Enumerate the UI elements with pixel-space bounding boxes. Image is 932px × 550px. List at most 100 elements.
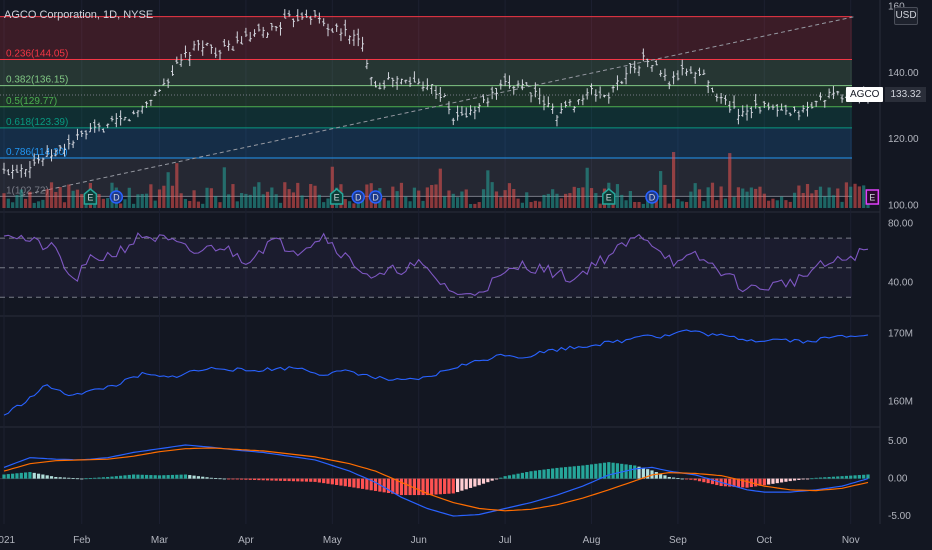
volume-bar bbox=[551, 189, 555, 208]
volume-bar bbox=[464, 189, 468, 208]
macd-histogram-bar bbox=[589, 464, 594, 479]
macd-histogram-bar bbox=[24, 472, 28, 479]
volume-bar bbox=[589, 188, 594, 208]
volume-bar bbox=[365, 184, 369, 208]
macd-histogram-bar bbox=[157, 475, 162, 479]
volume-bar bbox=[853, 183, 857, 208]
event-marker-label: D bbox=[355, 193, 362, 203]
macd-histogram-bar bbox=[322, 478, 326, 484]
macd-histogram-bar bbox=[849, 475, 853, 479]
dividend-marker[interactable] bbox=[109, 190, 124, 204]
volume-bar bbox=[633, 201, 637, 208]
macd-histogram-bar bbox=[430, 478, 434, 495]
macd-histogram-bar bbox=[231, 478, 235, 480]
macd-histogram-bar bbox=[296, 478, 300, 482]
macd-histogram-bar bbox=[797, 478, 801, 480]
volume-bar bbox=[214, 196, 218, 208]
event-marker-label: D bbox=[372, 193, 379, 203]
volume-bar bbox=[240, 193, 244, 208]
volume-bar bbox=[641, 203, 645, 208]
price-tick-label: 120.00 bbox=[888, 134, 919, 145]
volume-bar bbox=[75, 189, 80, 208]
macd-histogram-bar bbox=[356, 478, 360, 489]
obv-tick-label: 170M bbox=[888, 329, 913, 340]
macd-histogram-bar bbox=[2, 474, 6, 479]
volume-bar bbox=[693, 183, 697, 208]
macd-histogram-bar bbox=[369, 478, 373, 491]
volume-bar bbox=[45, 189, 49, 208]
macd-histogram-bar bbox=[559, 467, 563, 479]
macd-histogram-bar bbox=[62, 477, 67, 479]
dividend-marker[interactable] bbox=[368, 190, 383, 204]
volume-bar bbox=[460, 191, 464, 208]
macd-histogram-bar bbox=[857, 475, 861, 479]
x-tick-label: Oct bbox=[757, 535, 773, 546]
volume-bar bbox=[132, 203, 136, 208]
volume-bar bbox=[775, 200, 779, 208]
macd-histogram-bar bbox=[434, 478, 438, 495]
earnings-marker[interactable] bbox=[602, 188, 616, 205]
volume-bar bbox=[24, 198, 28, 208]
macd-histogram-bar bbox=[780, 478, 784, 483]
macd-histogram-bar bbox=[54, 476, 58, 479]
volume-bar bbox=[572, 186, 576, 208]
macd-histogram-bar bbox=[801, 478, 805, 480]
volume-bar bbox=[542, 194, 546, 208]
volume-bar bbox=[784, 200, 788, 208]
macd-histogram-bar bbox=[710, 478, 715, 485]
macd-histogram-bar bbox=[762, 478, 766, 486]
macd-histogram-bar bbox=[123, 475, 127, 479]
macd-histogram-bar bbox=[140, 474, 144, 479]
dividend-marker[interactable] bbox=[351, 190, 365, 204]
volume-bar bbox=[257, 182, 261, 208]
currency-button[interactable]: USD bbox=[894, 7, 918, 25]
fib-label-0.5: 0.5(129.77) bbox=[6, 96, 57, 107]
volume-bar bbox=[278, 202, 283, 208]
volume-bar bbox=[386, 200, 391, 208]
volume-bar bbox=[473, 203, 477, 208]
macd-histogram-bar bbox=[836, 476, 840, 479]
macd-histogram-bar bbox=[132, 474, 136, 479]
macd-histogram-bar bbox=[602, 462, 607, 479]
macd-histogram-bar bbox=[291, 478, 296, 482]
macd-histogram-bar bbox=[41, 474, 45, 479]
volume-bar bbox=[291, 192, 296, 208]
macd-histogram-bar bbox=[287, 478, 291, 482]
macd-histogram-bar bbox=[525, 472, 529, 479]
volume-bar bbox=[715, 200, 719, 208]
macd-histogram-bar bbox=[412, 478, 416, 496]
volume-bar bbox=[490, 182, 494, 208]
earnings-marker[interactable] bbox=[329, 188, 344, 205]
volume-bar bbox=[140, 193, 144, 208]
volume-bar bbox=[849, 186, 853, 208]
price-tag: AGCO 133.32 bbox=[846, 87, 927, 102]
event-marker-label: E bbox=[869, 193, 875, 203]
fib-zone bbox=[0, 127, 852, 159]
macd-histogram-bar bbox=[32, 472, 36, 479]
macd-histogram-bar bbox=[628, 464, 632, 479]
volume-bar bbox=[287, 189, 291, 208]
volume-bar bbox=[710, 182, 715, 208]
price-tag-value: 133.32 bbox=[885, 87, 927, 102]
volume-bar bbox=[97, 194, 101, 208]
volume-bar bbox=[106, 198, 110, 208]
volume-bar bbox=[689, 191, 693, 208]
macd-histogram-bar bbox=[335, 478, 339, 485]
macd-histogram-bar bbox=[706, 478, 710, 484]
macd-histogram-bar bbox=[67, 477, 71, 479]
volume-bar bbox=[797, 185, 801, 208]
volume-bar bbox=[719, 186, 723, 208]
macd-histogram-bar bbox=[348, 478, 352, 487]
earnings-marker[interactable] bbox=[83, 188, 98, 205]
macd-histogram-bar bbox=[507, 475, 512, 479]
dividend-marker[interactable] bbox=[645, 190, 659, 204]
earnings-marker-upcoming[interactable] bbox=[865, 189, 880, 205]
volume-bar bbox=[313, 185, 317, 208]
macd-histogram-bar bbox=[360, 478, 365, 489]
volume-bar bbox=[235, 201, 239, 208]
macd-histogram-bar bbox=[460, 478, 464, 491]
volume-bar bbox=[559, 198, 563, 208]
volume-bar bbox=[754, 188, 758, 208]
fib-trendline bbox=[21, 16, 856, 196]
